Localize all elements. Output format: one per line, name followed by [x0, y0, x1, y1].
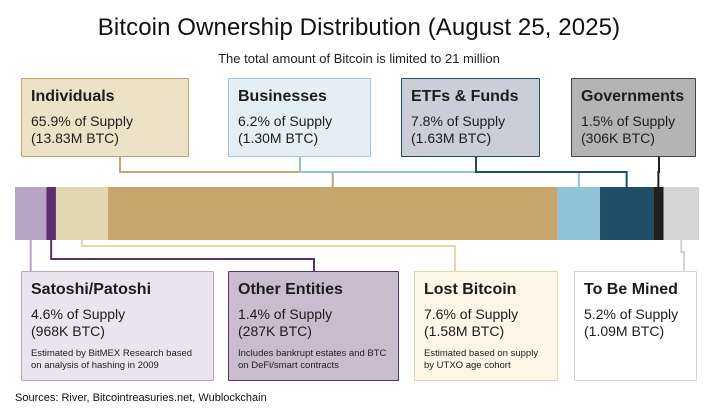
card-other-entities: Other Entities 1.4% of Supply (287K BTC)…	[228, 271, 399, 381]
card-btc: (287K BTC)	[238, 323, 312, 339]
card-btc: (1.30M BTC)	[238, 130, 319, 146]
connector-line-other	[50, 240, 315, 271]
bar-segment-businesses	[557, 187, 601, 240]
card-percent: 7.8% of Supply	[411, 113, 506, 129]
card-note: Includes bankrupt estates and BTC on DeF…	[238, 348, 387, 371]
bar-segment-mined	[663, 187, 699, 240]
card-percent: 6.2% of Supply	[238, 113, 333, 129]
connector-line-governments	[657, 157, 660, 187]
card-percent: 5.2% of Supply	[584, 306, 679, 322]
card-btc: (968K BTC)	[31, 323, 105, 339]
chart-title: Bitcoin Ownership Distribution (August 2…	[97, 14, 621, 41]
bar-segment-lost	[55, 187, 108, 240]
card-label: Governments	[581, 88, 685, 105]
card-lost-bitcoin: Lost Bitcoin 7.6% of Supply (1.58M BTC) …	[414, 271, 558, 381]
card-to-be-mined: To Be Mined 5.2% of Supply (1.09M BTC)	[574, 271, 697, 381]
bar-segment-individuals	[107, 187, 558, 240]
card-percent: 4.6% of Supply	[31, 306, 126, 322]
connector-line-individuals	[119, 157, 334, 187]
card-businesses: Businesses 6.2% of Supply (1.30M BTC)	[228, 78, 371, 157]
card-etfs: ETFs & Funds 7.8% of Supply (1.63M BTC)	[401, 78, 540, 157]
connector-line-lost	[80, 240, 456, 271]
connector-line-mined	[680, 240, 685, 271]
card-percent: 7.6% of Supply	[424, 306, 519, 322]
bar-segment-governments	[653, 187, 664, 240]
card-btc: (1.63M BTC)	[411, 130, 492, 146]
card-percent: 1.4% of Supply	[238, 306, 333, 322]
sources-note: Sources: River, Bitcointreasuries.net, W…	[15, 392, 267, 404]
card-label: To Be Mined	[584, 281, 678, 298]
card-governments: Governments 1.5% of Supply (306K BTC)	[571, 78, 696, 157]
card-btc: (1.09M BTC)	[584, 323, 665, 339]
bar-segment-etfs	[600, 187, 654, 240]
connector-line-businesses	[299, 157, 580, 187]
card-label: Businesses	[238, 88, 327, 105]
card-label: ETFs & Funds	[411, 88, 519, 105]
connector-line-etfs	[475, 157, 628, 187]
card-percent: 1.5% of Supply	[581, 113, 676, 129]
card-individuals: Individuals 65.9% of Supply (13.83M BTC)	[21, 78, 189, 157]
card-label: Other Entities	[238, 281, 343, 298]
card-note: Estimated based on supply by UTXO age co…	[424, 348, 539, 371]
bar-segment-satoshi	[15, 187, 47, 240]
card-btc: (306K BTC)	[581, 130, 655, 146]
bar-segment-other	[46, 187, 56, 240]
card-btc: (1.58M BTC)	[424, 323, 505, 339]
card-satoshi: Satoshi/Patoshi 4.6% of Supply (968K BTC…	[21, 271, 214, 381]
chart-subtitle: The total amount of Bitcoin is limited t…	[218, 51, 500, 66]
card-label: Individuals	[31, 88, 115, 105]
card-label: Lost Bitcoin	[424, 281, 517, 298]
card-label: Satoshi/Patoshi	[31, 281, 152, 298]
card-btc: (13.83M BTC)	[31, 130, 119, 146]
card-note: Estimated by BitMEX Research based on an…	[31, 348, 193, 371]
card-percent: 65.9% of Supply	[31, 113, 133, 129]
